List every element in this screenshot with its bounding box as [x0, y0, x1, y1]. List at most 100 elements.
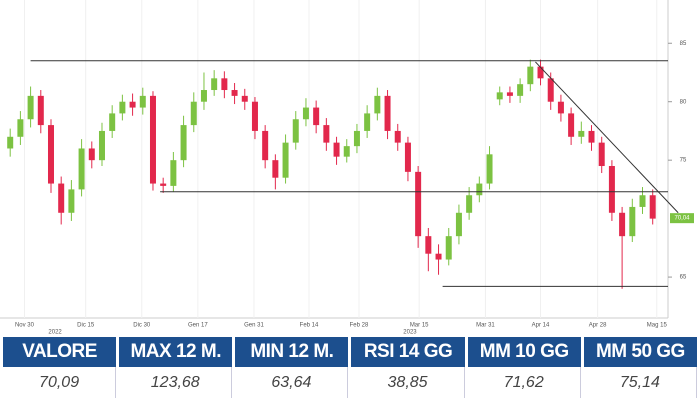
candle-body [415, 171, 422, 237]
candle-body [537, 66, 544, 79]
candle-body [476, 183, 483, 196]
candle-body [527, 66, 534, 85]
candle-body [17, 119, 24, 137]
candle-body [364, 113, 371, 131]
header-cell: MM 50 GG [583, 337, 697, 367]
y-tick-label: 80 [680, 99, 687, 105]
candle-body [139, 95, 146, 108]
candle-body [149, 95, 156, 184]
candle-body [506, 92, 513, 96]
candle-body [425, 236, 432, 254]
header-cell: RSI 14 GG [351, 337, 465, 367]
x-tick-label: Mar 15 [410, 323, 429, 329]
chart: Nov 30 Dic 15 Dic 30 Gen 17 Gen 31 Feb 14 Feb … [0, 0, 694, 335]
candle-body [353, 130, 360, 147]
stats-table: VALORE MAX 12 M. MIN 12 M. RSI 14 GG MM 10 G… [0, 337, 700, 398]
candle-body [455, 212, 462, 237]
value-cell: 123,68 [119, 367, 233, 398]
candle-body [98, 130, 105, 161]
candle-body [68, 189, 75, 213]
x-tick-label: Mar 31 [476, 323, 495, 329]
candle-body [282, 142, 289, 178]
candle-body [598, 142, 605, 167]
candle-body [231, 90, 238, 96]
header-cell: MAX 12 M. [119, 337, 233, 367]
header-cell: MM 10 GG [467, 337, 581, 367]
candle-body [619, 212, 626, 237]
header-cell: MIN 12 M. [235, 337, 349, 367]
x-tick-label: Dic 15 [77, 323, 95, 329]
value-cell: 70,09 [3, 367, 117, 398]
year-label: 2022 [48, 330, 62, 335]
header-row: VALORE MAX 12 M. MIN 12 M. RSI 14 GG MM 10 G… [3, 337, 697, 367]
candle-body [608, 166, 615, 213]
y-tick-label: 85 [680, 41, 687, 47]
candle-body [404, 142, 411, 172]
candle-body [221, 78, 228, 91]
y-tick-label: 65 [680, 275, 687, 281]
candle-body [302, 107, 309, 120]
candle-body [333, 142, 340, 157]
last-price-label: 70,04 [674, 216, 690, 222]
last-price-marker [670, 213, 694, 224]
x-tick-label: Apr 28 [589, 323, 607, 329]
candle-body [557, 101, 564, 114]
candle-body [374, 95, 381, 114]
value-cell: 38,85 [351, 367, 465, 398]
candle-body [578, 130, 585, 137]
candle-body [629, 206, 636, 237]
year-label: 2023 [403, 330, 417, 335]
candle-body [313, 107, 320, 126]
candle-body [292, 119, 299, 143]
candle-body [517, 84, 524, 96]
candle-body [180, 125, 187, 161]
candle-body [58, 183, 65, 213]
candle-body [272, 160, 279, 178]
candle-body [466, 195, 473, 213]
value-cell: 75,14 [584, 367, 697, 398]
x-tick-label: Feb 28 [350, 323, 369, 329]
candle-body [649, 195, 656, 219]
trend-line [535, 61, 679, 214]
candle-body [486, 154, 493, 184]
value-row: 70,09 123,68 63,64 38,85 71,62 75,14 [3, 367, 697, 398]
candle-body [262, 130, 269, 161]
candle-body [78, 148, 85, 190]
candle-body [37, 95, 44, 126]
candle-body [639, 195, 646, 207]
candle-body [27, 95, 34, 120]
candle-body [47, 125, 54, 184]
x-tick-label: Apr 14 [532, 323, 550, 329]
candle-body [568, 113, 575, 137]
candle-body [200, 90, 207, 102]
candle-body [119, 101, 126, 114]
candle-body [190, 101, 197, 126]
candle-body [109, 113, 116, 131]
candle-body [384, 95, 391, 131]
candle-body [496, 92, 503, 100]
x-tick-label: Feb 14 [300, 323, 319, 329]
candle-body [88, 148, 95, 161]
candle-body [323, 125, 330, 143]
candle-body [160, 183, 167, 186]
candle-body [394, 130, 401, 143]
candle-body [170, 160, 177, 186]
value-cell: 71,62 [468, 367, 581, 398]
header-cell: VALORE [3, 337, 117, 367]
candle-body [445, 236, 452, 260]
x-tick-label: Gen 17 [188, 323, 208, 329]
candle-body [547, 78, 554, 102]
x-tick-label: Nov 30 [15, 323, 35, 329]
candle-body [251, 101, 258, 131]
y-tick-label: 75 [680, 158, 687, 164]
candle-body [588, 130, 595, 143]
x-tick-label: Dic 30 [133, 323, 151, 329]
candle-body [129, 101, 136, 108]
value-cell: 63,64 [235, 367, 349, 398]
x-tick-label: Mag 15 [647, 323, 668, 329]
x-tick-label: Gen 31 [244, 323, 264, 329]
candle-body [241, 95, 248, 102]
candle-body [7, 136, 14, 149]
candle-body [211, 78, 218, 91]
